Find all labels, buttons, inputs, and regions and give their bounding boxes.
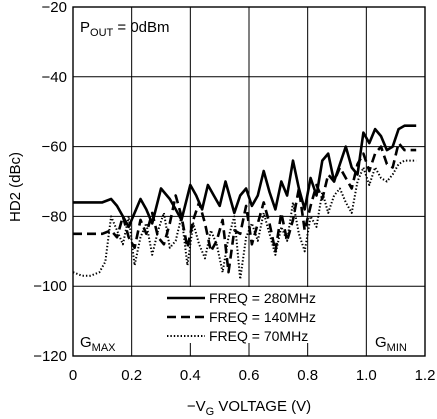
x-tick-label: 0.2 (121, 367, 142, 384)
pout-annotation: POUT = 0dBm (80, 19, 170, 39)
x-tick-label: 0.6 (239, 367, 260, 384)
y-axis-title: HD2 (dBc) (7, 152, 24, 222)
series-line-2 (72, 159, 417, 281)
legend: FREQ = 280MHz FREQ = 140MHz FREQ = 70MHz (167, 290, 316, 344)
y-tick-label: −120 (33, 348, 67, 365)
y-tick-label: −20 (42, 0, 67, 16)
tick-labels: 0 0.2 0.4 0.6 0.8 1.0 1.2 −20 −40 −60 −80 −100 −120 (33, 0, 435, 384)
gmax-annotation: GMAX (80, 334, 116, 354)
y-tick-label: −60 (42, 139, 67, 156)
x-tick-label: 0 (69, 367, 77, 384)
x-tick-label: 1.2 (415, 367, 436, 384)
legend-box (163, 287, 335, 343)
legend-label-1: FREQ = 140MHz (209, 309, 316, 325)
x-tick-label: 0.4 (180, 367, 201, 384)
x-axis-title: −VG VOLTAGE (V) (187, 398, 311, 418)
x-tick-label: 0.8 (297, 367, 318, 384)
y-tick-label: −80 (42, 208, 67, 225)
x-tick-label: 1.0 (356, 367, 377, 384)
y-tick-label: −100 (33, 278, 67, 295)
series-line-0 (73, 124, 417, 229)
y-tick-label: −40 (42, 69, 67, 86)
plot-frame (72, 6, 426, 357)
series-line-1 (73, 141, 417, 274)
grid (73, 7, 425, 356)
legend-label-2: FREQ = 70MHz (209, 328, 308, 344)
legend-label-0: FREQ = 280MHz (209, 290, 316, 306)
gmin-annotation: GMIN (375, 334, 407, 354)
series-lines (72, 124, 417, 281)
